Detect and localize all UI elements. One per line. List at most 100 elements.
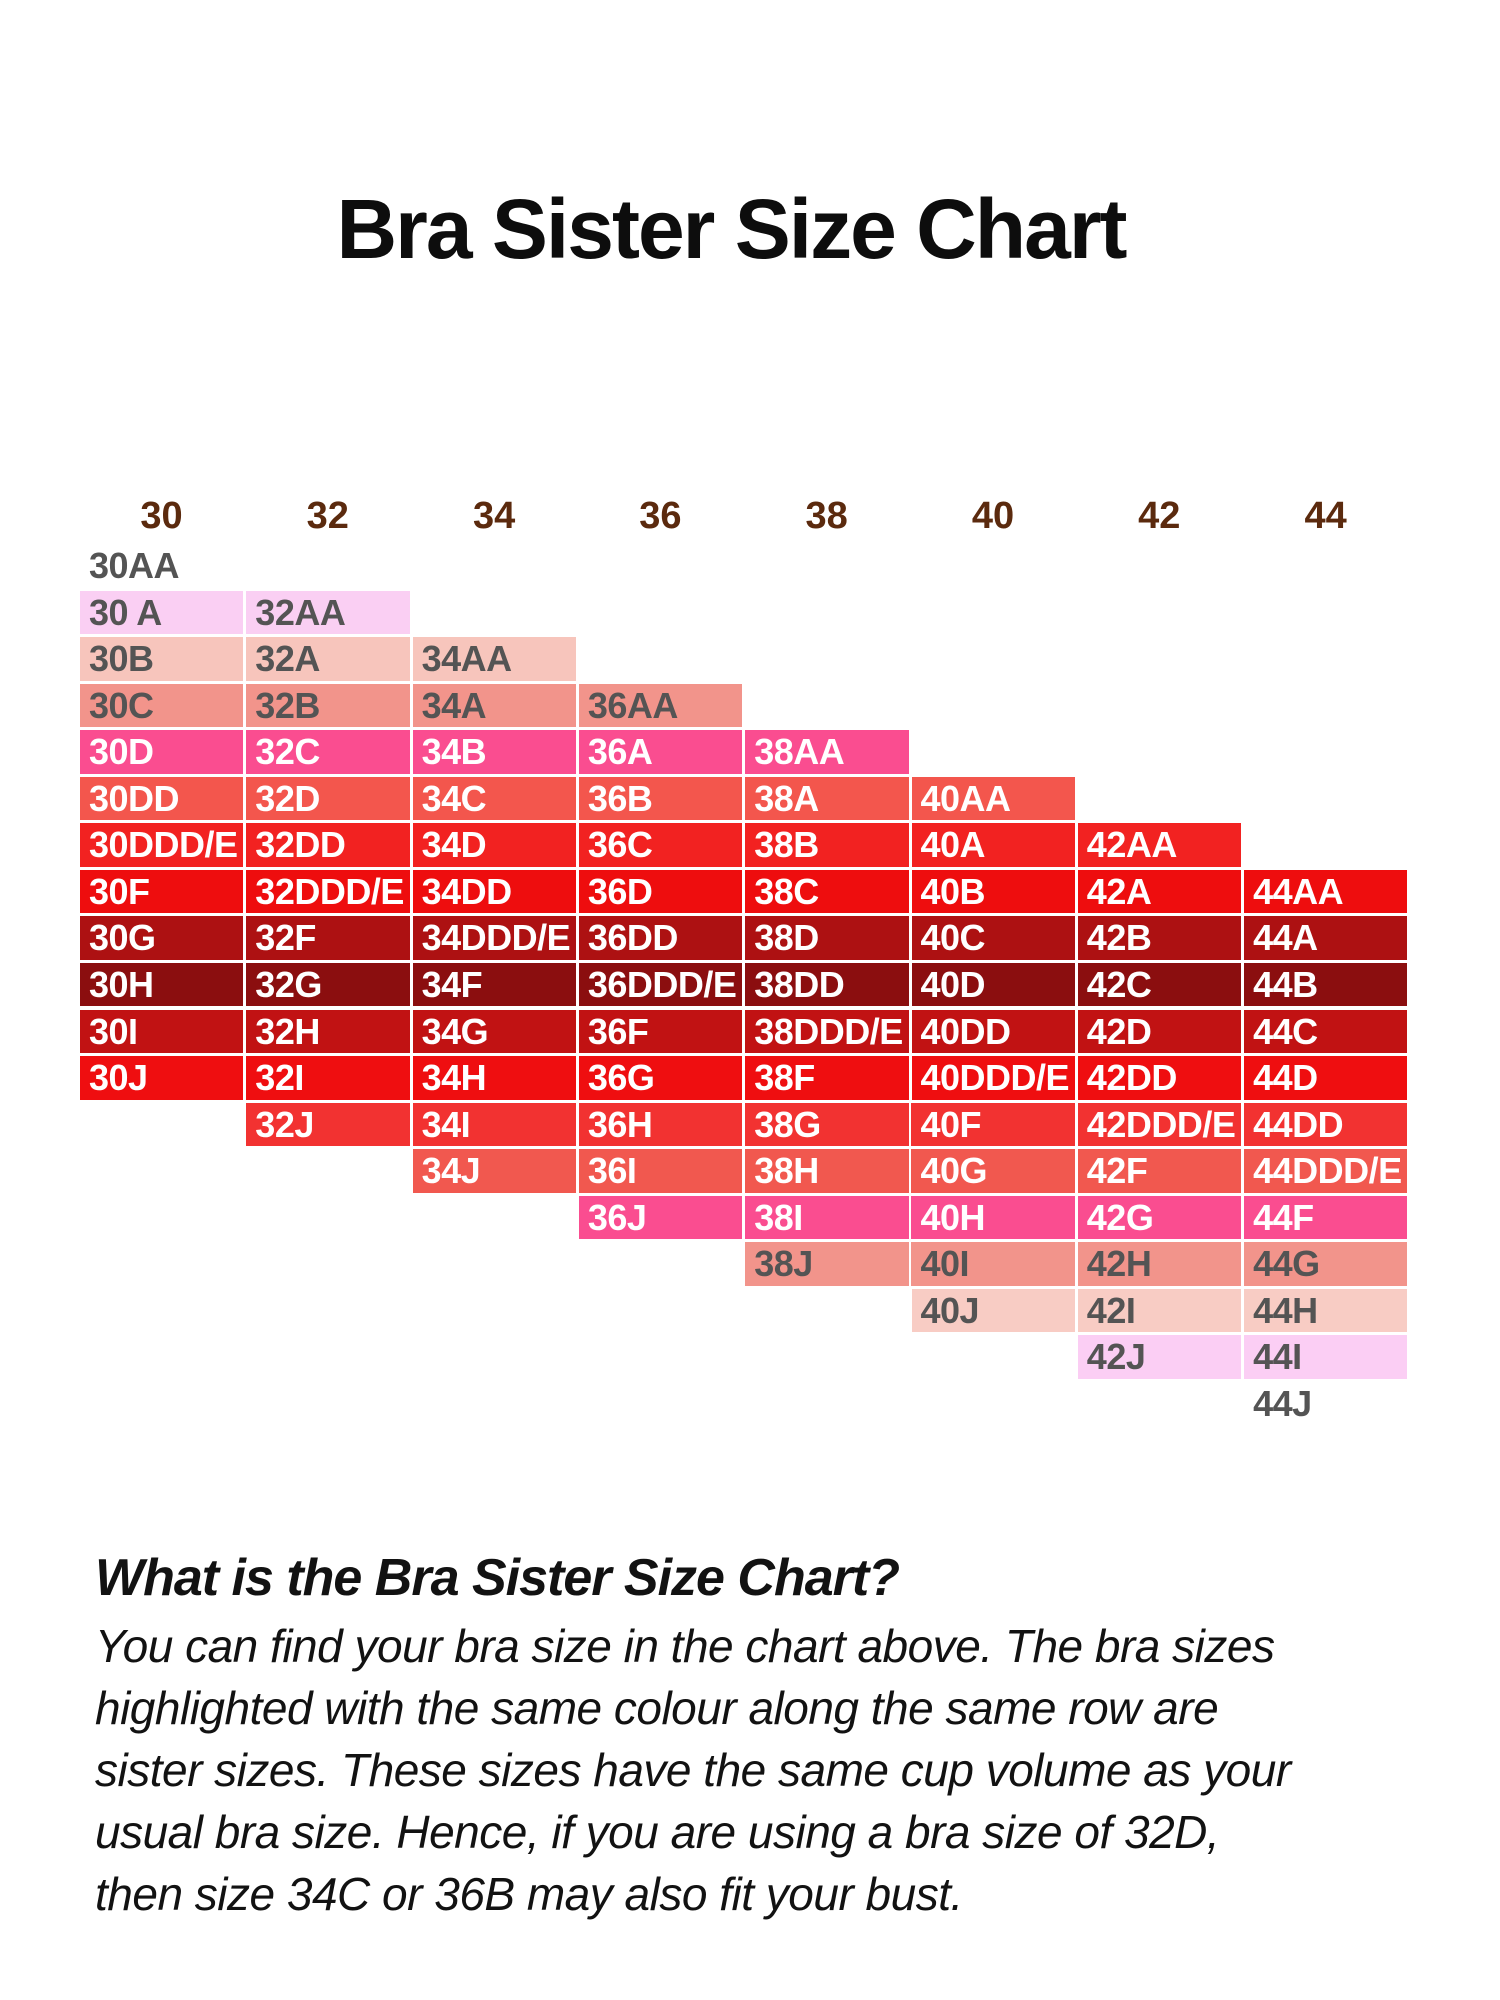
size-cell-30i: 30I (80, 1009, 244, 1053)
description-line: usual bra size. Hence, if you are using … (95, 1806, 1220, 1858)
size-cell-44a: 44A (1244, 916, 1408, 960)
page-title: Bra Sister Size Chart (336, 182, 1128, 276)
size-cell-36i: 36I (578, 1149, 743, 1193)
size-cell-44b: 44B (1244, 962, 1408, 1007)
size-cell-32j: 32J (246, 1102, 410, 1147)
size-cell-40c: 40C (911, 916, 1075, 960)
size-cell-44f: 44F (1244, 1195, 1408, 1240)
size-cell-44d: 44D (1244, 1056, 1408, 1100)
size-cell-32f: 32F (246, 916, 410, 960)
size-cell-42aa: 42AA (1077, 823, 1242, 867)
size-cell-40j: 40J (911, 1288, 1075, 1333)
size-cell-44g: 44G (1244, 1242, 1408, 1286)
size-cell-40dd: 40DD (911, 1009, 1075, 1053)
description-line: then size 34C or 36B may also fit your b… (95, 1868, 963, 1920)
size-cell-44i: 44I (1244, 1335, 1408, 1379)
size-cell-32b: 32B (246, 683, 410, 728)
size-cell-32i: 32I (246, 1056, 410, 1100)
chart-description: What is the Bra Sister Size Chart? You c… (95, 1547, 1475, 1925)
size-cell-40g: 40G (911, 1149, 1075, 1193)
size-cell-38d: 38D (745, 916, 909, 960)
size-cell-36f: 36F (578, 1009, 743, 1053)
size-cell-42g: 42G (1077, 1195, 1242, 1240)
size-cell-32d: 32D (246, 776, 410, 821)
size-cell-38g: 38G (745, 1102, 909, 1147)
size-cell-32aa: 32AA (246, 590, 410, 635)
size-cell-44j: 44J (1253, 1382, 1312, 1424)
size-cell-32ddd-e: 32DDD/E (246, 869, 410, 914)
size-cell-44aa: 44AA (1244, 869, 1408, 914)
description-line: highlighted with the same colour along t… (95, 1682, 1219, 1734)
size-cell-42c: 42C (1077, 962, 1242, 1007)
size-cell-42b: 42B (1077, 916, 1242, 960)
size-cell-34g: 34G (412, 1009, 576, 1053)
size-cell-34f: 34F (412, 962, 576, 1007)
size-cell-34d: 34D (412, 823, 576, 867)
description-line: sister sizes. These sizes have the same … (95, 1744, 1291, 1796)
column-header-36: 36 (639, 495, 682, 537)
size-cell-42f: 42F (1077, 1149, 1242, 1193)
size-cell-32h: 32H (246, 1009, 410, 1053)
size-cell-30f: 30F (80, 869, 244, 914)
size-cell-38c: 38C (745, 869, 909, 914)
size-cell-34ddd-e: 34DDD/E (412, 916, 576, 960)
size-cell-36aa: 36AA (578, 683, 743, 728)
size-cell-36d: 36D (578, 869, 743, 914)
size-cell-36j: 36J (578, 1195, 743, 1240)
size-cell-32dd: 32DD (246, 823, 410, 867)
size-cell-40ddd-e: 40DDD/E (911, 1056, 1075, 1100)
size-cell-30dd: 30DD (80, 776, 244, 821)
size-cell-34a: 34A (412, 683, 576, 728)
size-cell-40f: 40F (911, 1102, 1075, 1147)
size-cell-30c: 30C (80, 683, 244, 728)
size-cell-34j: 34J (412, 1149, 576, 1193)
size-cell-30h: 30H (80, 962, 244, 1007)
size-cell-38a: 38A (745, 776, 909, 821)
size-cell-30aa: 30AA (89, 545, 180, 586)
size-cell-44c: 44C (1244, 1009, 1408, 1053)
size-cell-40d: 40D (911, 962, 1075, 1007)
size-cell-44dd: 44DD (1244, 1102, 1408, 1147)
size-cell-38h: 38H (745, 1149, 909, 1193)
column-header-38: 38 (805, 495, 848, 537)
description-heading: What is the Bra Sister Size Chart? (95, 1549, 900, 1607)
size-cell-42dd: 42DD (1077, 1056, 1242, 1100)
size-cell-38i: 38I (745, 1195, 909, 1240)
size-cell-30j: 30J (80, 1056, 244, 1100)
column-header-32: 32 (306, 495, 349, 537)
size-cell-36dd: 36DD (578, 916, 743, 960)
size-cell-30b: 30B (80, 637, 244, 681)
size-cell-32g: 32G (246, 962, 410, 1007)
size-cell-40i: 40I (911, 1242, 1075, 1286)
size-cell-42i: 42I (1077, 1288, 1242, 1333)
size-cell-32c: 32C (246, 730, 410, 774)
size-cell-30ddd-e: 30DDD/E (80, 823, 244, 867)
size-cell-34dd: 34DD (412, 869, 576, 914)
size-cell-30a: 30 A (80, 590, 244, 635)
column-header-44: 44 (1304, 495, 1347, 537)
size-cell-44h: 44H (1244, 1288, 1408, 1333)
size-cell-38f: 38F (745, 1056, 909, 1100)
size-cell-42ddd-e: 42DDD/E (1077, 1102, 1242, 1147)
size-cell-38aa: 38AA (745, 730, 909, 774)
column-header-30: 30 (140, 495, 183, 537)
column-header-40: 40 (971, 495, 1015, 537)
size-cell-36c: 36C (578, 823, 743, 867)
size-cell-38dd: 38DD (745, 962, 909, 1007)
description-line: You can find your bra size in the chart … (95, 1620, 1275, 1672)
size-cell-42h: 42H (1077, 1242, 1242, 1286)
size-cell-34c: 34C (412, 776, 576, 821)
column-header-34: 34 (472, 495, 516, 537)
size-cell-30g: 30G (80, 916, 244, 960)
size-cell-42j: 42J (1077, 1335, 1242, 1379)
size-cell-40aa: 40AA (911, 776, 1075, 821)
size-cell-30d: 30D (80, 730, 244, 774)
size-cell-32a: 32A (246, 637, 410, 681)
size-cell-36b: 36B (578, 776, 743, 821)
size-cell-40a: 40A (911, 823, 1075, 867)
size-cell-42d: 42D (1077, 1009, 1242, 1053)
size-cell-34h: 34H (412, 1056, 576, 1100)
size-cell-38j: 38J (745, 1242, 909, 1286)
size-cell-38b: 38B (745, 823, 909, 867)
size-cell-40b: 40B (911, 869, 1075, 914)
